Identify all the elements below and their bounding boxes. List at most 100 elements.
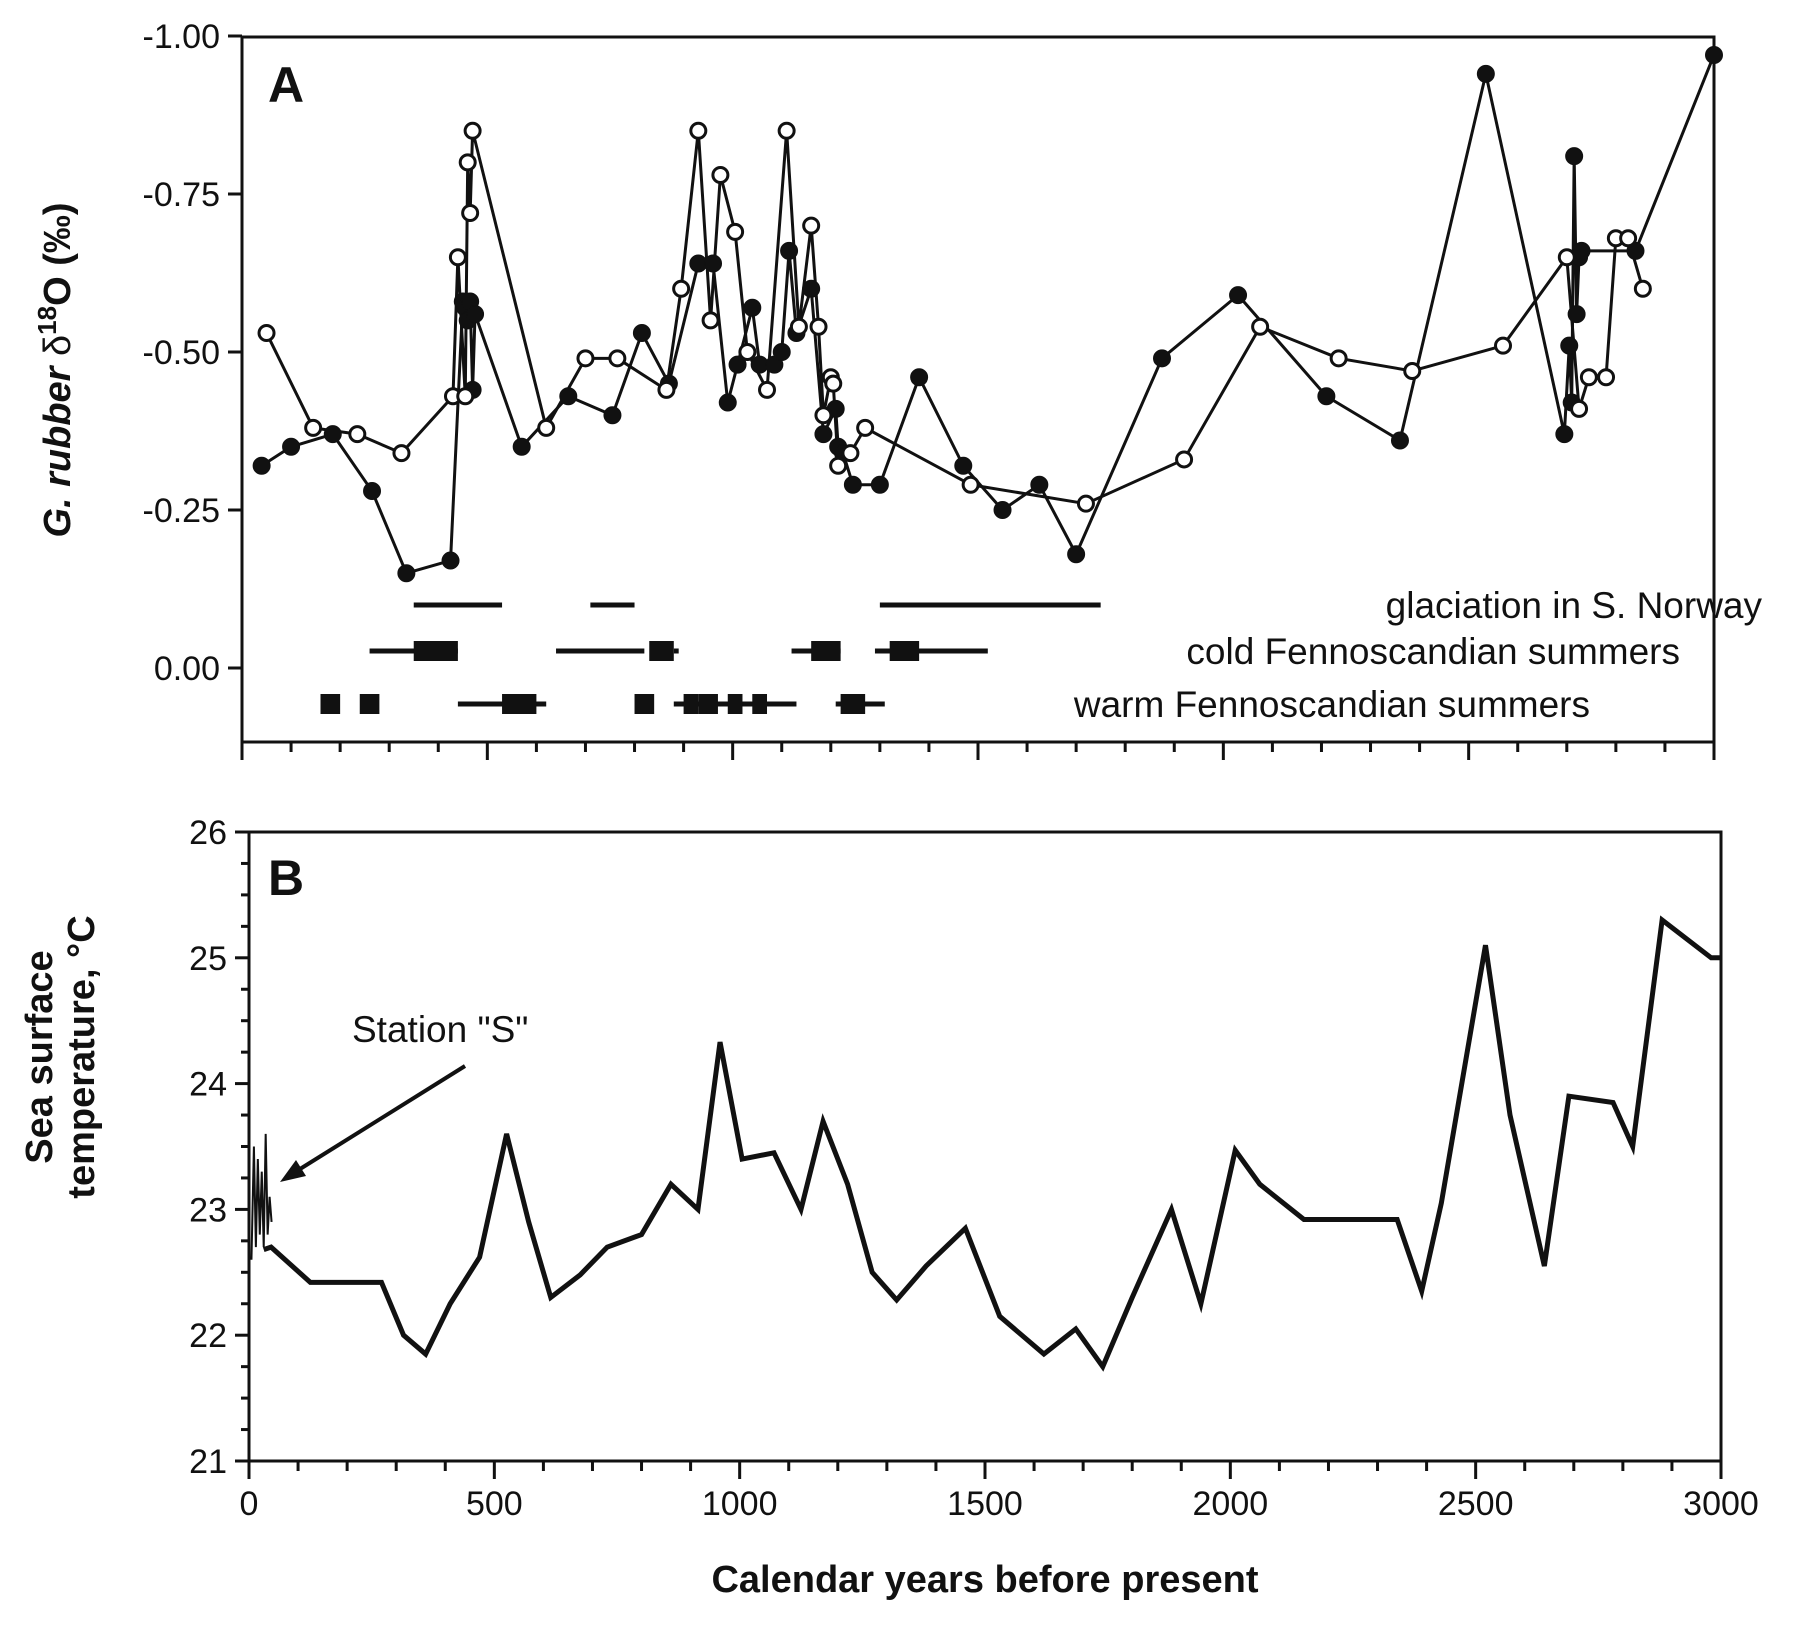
open-data-point [1579, 368, 1598, 387]
filled-data-point [466, 305, 485, 324]
panel-b-y-tick-label: 25 [189, 940, 227, 978]
filled-data-point [397, 564, 416, 583]
open-data-point [576, 349, 595, 368]
panel-b-y-tick-label: 24 [189, 1066, 227, 1104]
filled-data-point [559, 387, 578, 406]
event-bar-thick [698, 694, 718, 714]
filled-data-point [1705, 45, 1723, 64]
filled-data-point [1565, 147, 1584, 166]
panel-a-series [252, 45, 1723, 583]
open-data-point [802, 216, 821, 235]
open-data-point [738, 343, 757, 361]
open-data-point [1329, 349, 1348, 368]
panel-b-x-tick-label: 1500 [947, 1485, 1023, 1523]
filled-data-point [603, 406, 622, 425]
event-bar-thick [320, 694, 341, 714]
panel-b-letter: B [268, 850, 304, 906]
filled-data-point [843, 475, 862, 494]
open-data-point [537, 418, 556, 437]
sst-series-line [262, 915, 1721, 1372]
panel-a-y-label-species: G. rubber [37, 356, 79, 538]
filled-data-point [441, 551, 460, 570]
open-data-point [1175, 450, 1194, 469]
open-data-point [1494, 336, 1513, 355]
panel-b-x-tick-label: 2000 [1193, 1485, 1269, 1523]
open-data-point [961, 475, 980, 494]
event-bar-thick [413, 641, 458, 661]
panel-a-y-axis-label: G. rubber δ18O (‰) [32, 202, 79, 537]
filled-data-point [772, 343, 791, 361]
event-bar-label: warm Fennoscandian summers [1073, 684, 1590, 725]
event-bar-label: cold Fennoscandian summers [1186, 631, 1680, 672]
open-data-point [1633, 279, 1652, 298]
panel-b-x-axis-label: Calendar years before present [711, 1559, 1258, 1601]
panel-b-y-tick-label: 23 [189, 1191, 227, 1229]
panel-a: A -1.00 -0.75 -0.50 -0.25 0.00 G. rubber δ18… [32, 18, 1762, 760]
panel-b-y-tick-label: 26 [189, 814, 227, 852]
filled-data-point [728, 355, 747, 374]
open-data-point [809, 317, 828, 336]
station-s-annotation: Station "S" [280, 1009, 528, 1182]
open-data-point [711, 166, 730, 185]
panel-b-x-tick-label: 0 [240, 1485, 259, 1523]
filled-data-point [780, 241, 799, 260]
open-data-point [726, 222, 745, 241]
open-data-point [689, 121, 708, 140]
filled-data-point [1567, 305, 1586, 324]
panel-a-y-label-delta: δ [37, 335, 79, 356]
filled-data-point [1560, 336, 1579, 355]
filled-data-point [1030, 475, 1049, 494]
filled-data-point [1476, 64, 1495, 83]
panel-b-y-tick-label: 21 [189, 1443, 227, 1481]
open-data-point [348, 425, 367, 444]
event-bar-thick [634, 694, 655, 714]
event-bar-thick [359, 694, 380, 714]
event-bar-thick [752, 694, 768, 714]
event-bar-label: glaciation in S. Norway [1386, 585, 1763, 626]
panel-b-x-tick-label: 500 [466, 1485, 523, 1523]
open-data-point [463, 121, 482, 140]
open-data-point [1619, 229, 1638, 248]
open-data-point [701, 311, 720, 330]
open-data-point [824, 374, 843, 393]
open-data-point [672, 279, 691, 298]
filled-data-point [1153, 349, 1171, 368]
filled-data-point [1067, 545, 1086, 564]
filled-data-point [718, 393, 737, 412]
panel-a-y-tick-label: 0.00 [154, 650, 220, 688]
station-s-series-line [250, 1133, 273, 1260]
panel-b-x-tick-label: 1000 [702, 1485, 778, 1523]
panel-b-series [250, 915, 1721, 1372]
filled-data-point [1390, 431, 1409, 450]
panel-b: B 21 22 23 24 25 26 0 500 1000 1500 2000 2500 3000 S… [19, 814, 1759, 1601]
panel-b-y-tick-label: 22 [189, 1317, 227, 1355]
filled-data-point [632, 324, 651, 343]
panel-a-event-bars: glaciation in S. Norway cold Fennoscandia… [320, 585, 1763, 725]
event-bar-thick [840, 694, 866, 714]
filled-data-point [1317, 387, 1336, 406]
panel-b-axes: 21 22 23 24 25 26 0 500 1000 1500 2000 2500 3000 [189, 814, 1759, 1523]
filled-data-point [282, 437, 301, 456]
open-data-point [657, 380, 676, 399]
open-data-point [304, 418, 323, 437]
station-s-arrow-shaft [290, 1064, 467, 1176]
panel-a-y-label-rest: O (‰) [37, 202, 79, 305]
panel-a-axes: -1.00 -0.75 -0.50 -0.25 0.00 [143, 18, 1716, 760]
open-data-point [392, 444, 411, 463]
filled-data-point [363, 482, 382, 501]
open-data-point [458, 153, 477, 172]
station-s-label: Station "S" [352, 1009, 528, 1050]
filled-data-point [910, 368, 929, 387]
panel-a-y-label-isotope: 18 [32, 306, 62, 335]
panel-b-x-tick-label: 2500 [1438, 1485, 1514, 1523]
open-data-point [829, 456, 848, 475]
panel-b-y-axis-label-line-1: Sea surface [19, 950, 61, 1163]
event-bar-thick [502, 694, 537, 714]
event-bar-thick [811, 641, 841, 661]
panel-a-y-tick-label: -0.50 [143, 334, 221, 372]
open-data-point [1597, 368, 1616, 387]
open-data-point [448, 248, 467, 267]
open-data-point [777, 121, 796, 140]
event-bar-thick [649, 641, 674, 661]
